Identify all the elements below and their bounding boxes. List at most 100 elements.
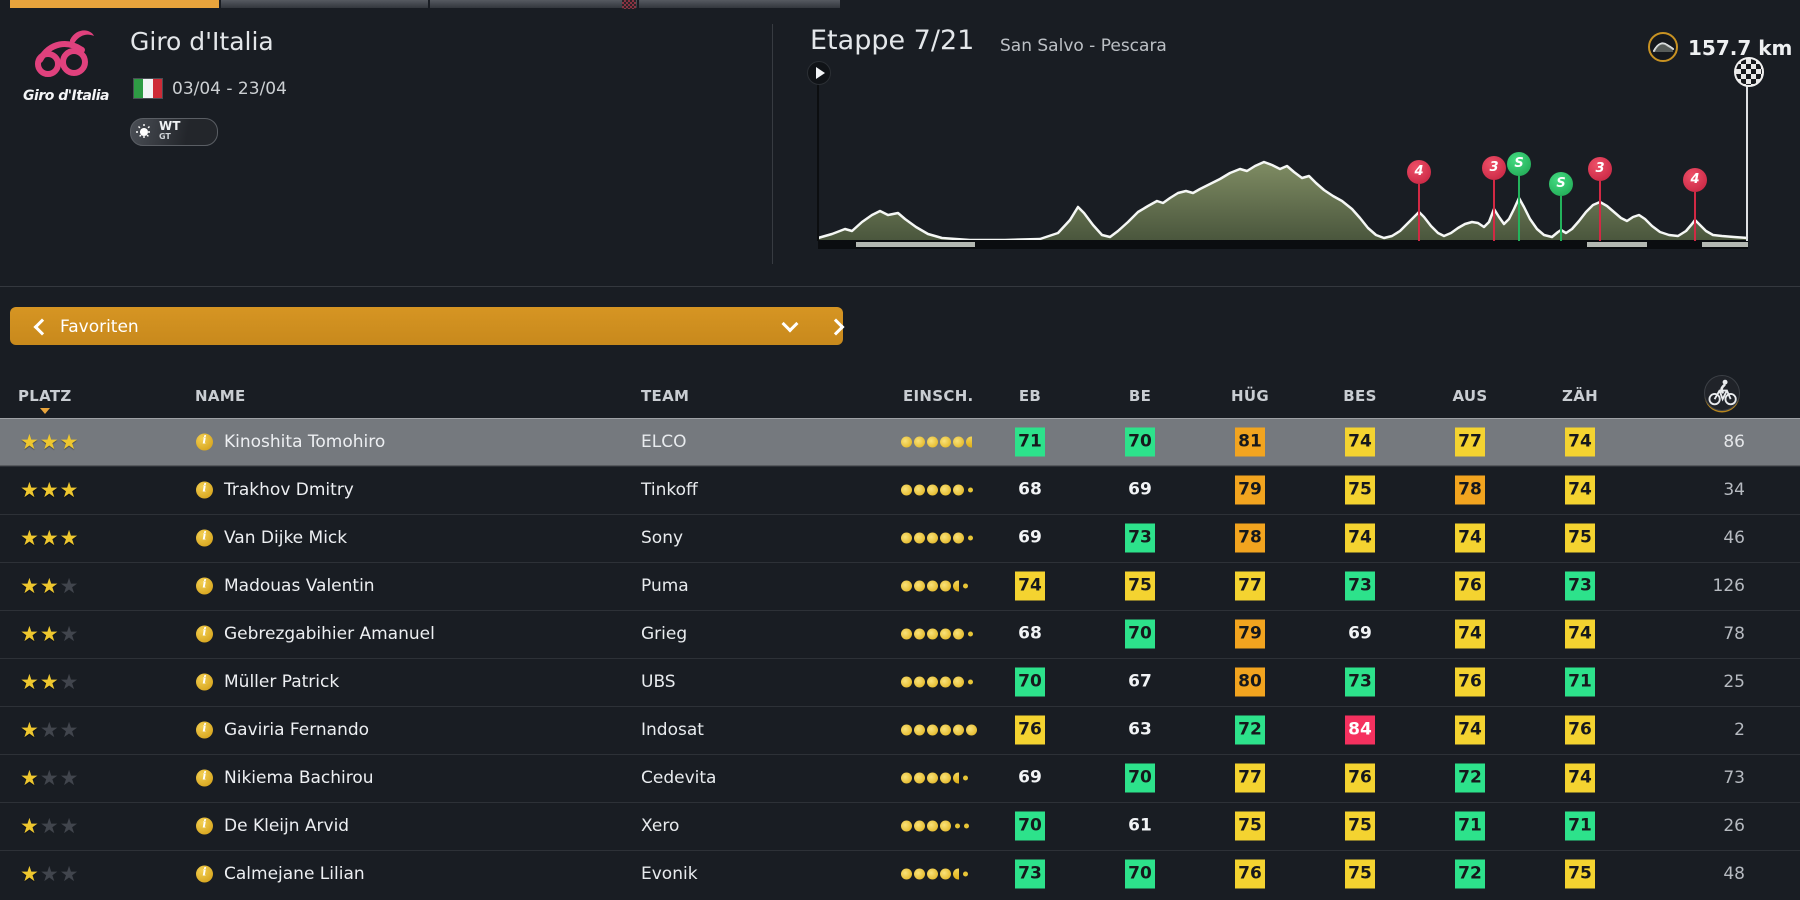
stat-value: 61	[1128, 815, 1152, 836]
rider-info-icon[interactable]: i	[196, 481, 213, 499]
stat-value: 74	[1565, 763, 1595, 793]
rating-dot-icon	[955, 823, 960, 829]
profile-marker-cat3: 3	[1482, 156, 1506, 180]
rating-dot-icon	[953, 628, 964, 640]
rider-team: Indosat	[641, 720, 704, 740]
favorites-bar[interactable]: Favoriten	[10, 307, 845, 345]
stat-value: 70	[1015, 667, 1045, 697]
terrain-chart	[817, 160, 1749, 249]
col-bes[interactable]: BES	[1343, 387, 1377, 405]
stat-value: 72	[1235, 715, 1265, 745]
rank-number: 46	[1723, 528, 1745, 548]
rank-number: 26	[1723, 816, 1745, 836]
rating-dot-icon	[901, 628, 912, 640]
star-icon: ★	[39, 478, 60, 502]
star-empty-icon: ★	[59, 766, 80, 790]
rating-dot-icon	[940, 724, 951, 736]
rating-dot-icon	[953, 532, 964, 544]
rating-dot-icon	[968, 679, 973, 685]
stat-value: 73	[1015, 859, 1045, 889]
rank-number: 78	[1723, 624, 1745, 644]
italy-flag-icon	[133, 78, 163, 99]
rating-dot-icon	[953, 436, 964, 448]
stat-value: 74	[1455, 619, 1485, 649]
rider-team: Cedevita	[641, 768, 717, 788]
marker-stick	[1599, 181, 1601, 241]
race-category-badge: WT GT	[130, 118, 218, 146]
einsch-rating-dots	[901, 868, 997, 880]
col-be[interactable]: BE	[1128, 387, 1152, 405]
rider-info-icon[interactable]: i	[196, 625, 213, 643]
stat-value: 71	[1015, 427, 1045, 457]
chevron-down-icon[interactable]	[781, 315, 799, 333]
tab-segment[interactable]	[430, 0, 637, 8]
tab-segment[interactable]	[639, 0, 840, 8]
rating-dot-icon	[914, 484, 925, 496]
rider-row[interactable]: ★★★ i Gaviria Fernando Indosat 76 63 72 84 74 76 2	[0, 706, 1800, 754]
cyclist-icon[interactable]	[1704, 375, 1740, 411]
stat-value: 76	[1015, 715, 1045, 745]
play-stage-button[interactable]	[807, 61, 831, 85]
rider-info-icon[interactable]: i	[196, 769, 213, 787]
rider-info-icon[interactable]: i	[196, 721, 213, 739]
stat-value: 74	[1345, 427, 1375, 457]
rider-team: UBS	[641, 672, 676, 692]
stat-value: 75	[1345, 859, 1375, 889]
rating-dot-icon	[901, 868, 912, 880]
chevron-left-icon[interactable]	[33, 318, 51, 336]
rank-number: 73	[1723, 768, 1745, 788]
rider-info-icon[interactable]: i	[196, 817, 213, 835]
rider-team: Grieg	[641, 624, 688, 644]
stat-value: 75	[1125, 571, 1155, 601]
rating-dot-icon	[927, 724, 938, 736]
rider-row[interactable]: ★★★ i Trakhov Dmitry Tinkoff 68 69 79 75 78 74 34	[0, 466, 1800, 514]
chevron-right-icon[interactable]	[827, 318, 845, 336]
rider-row[interactable]: ★★★ i Madouas Valentin Puma 74 75 77 73 76 73 126	[0, 562, 1800, 610]
stat-value: 70	[1125, 763, 1155, 793]
rating-dot-icon	[927, 868, 938, 880]
col-zah[interactable]: ZÄH	[1562, 387, 1598, 405]
stat-value: 78	[1455, 475, 1485, 505]
star-icon: ★	[20, 814, 40, 838]
stage-title: Etappe 7/21	[810, 25, 975, 56]
einsch-rating-dots	[901, 532, 997, 544]
col-hug[interactable]: HÜG	[1231, 387, 1269, 405]
rider-info-icon[interactable]: i	[196, 529, 213, 547]
rider-info-icon[interactable]: i	[196, 433, 213, 451]
star-empty-icon: ★	[59, 670, 80, 694]
favorites-label: Favoriten	[60, 317, 139, 337]
col-einsch[interactable]: EINSCH.	[903, 387, 974, 405]
star-empty-icon: ★	[59, 622, 80, 646]
rider-row[interactable]: ★★★ i Gebrezgabihier Amanuel Grieg 68 70 79 69 7…	[0, 610, 1800, 658]
tab-segment-active[interactable]	[10, 0, 219, 8]
rider-row[interactable]: ★★★ i Nikiema Bachirou Cedevita 69 70 77 76 72 74…	[0, 754, 1800, 802]
stat-value: 76	[1455, 667, 1485, 697]
rider-row[interactable]: ★★★ i Kinoshita Tomohiro ELCO 71 70 81 74 77 74 86	[0, 418, 1800, 466]
col-aus[interactable]: AUS	[1452, 387, 1488, 405]
star-empty-icon: ★	[39, 862, 60, 886]
rider-info-icon[interactable]: i	[196, 865, 213, 883]
stat-value: 71	[1565, 811, 1595, 841]
stat-value: 76	[1345, 763, 1375, 793]
rating-dot-icon	[914, 532, 925, 544]
col-eb[interactable]: EB	[1018, 387, 1042, 405]
rider-row[interactable]: ★★★ i Calmejane Lilian Evonik 73 70 76 75 72 75 48	[0, 850, 1800, 898]
col-platz[interactable]: PLATZ	[18, 387, 72, 405]
rider-row[interactable]: ★★★ i Van Dijke Mick Sony 69 73 78 74 74 75 46	[0, 514, 1800, 562]
col-team[interactable]: TEAM	[641, 387, 690, 405]
rider-team: Tinkoff	[641, 480, 698, 500]
stat-value: 68	[1018, 623, 1042, 644]
rating-dot-icon	[914, 820, 925, 832]
col-name[interactable]: NAME	[195, 387, 246, 405]
rider-info-icon[interactable]: i	[196, 673, 213, 691]
rating-dot-icon	[914, 868, 925, 880]
rating-dot-icon	[940, 820, 951, 832]
rating-dot-icon	[927, 820, 938, 832]
rider-row[interactable]: ★★★ i Müller Patrick UBS 70 67 80 73 76 71 25	[0, 658, 1800, 706]
rider-info-icon[interactable]: i	[196, 577, 213, 595]
tab-segment[interactable]	[221, 0, 428, 8]
rider-row[interactable]: ★★★ i De Kleijn Arvid Xero 70 61 75 75 71 71 26	[0, 802, 1800, 850]
rank-number: 126	[1712, 576, 1745, 596]
rank-number: 86	[1723, 432, 1745, 452]
stat-value: 70	[1015, 811, 1045, 841]
